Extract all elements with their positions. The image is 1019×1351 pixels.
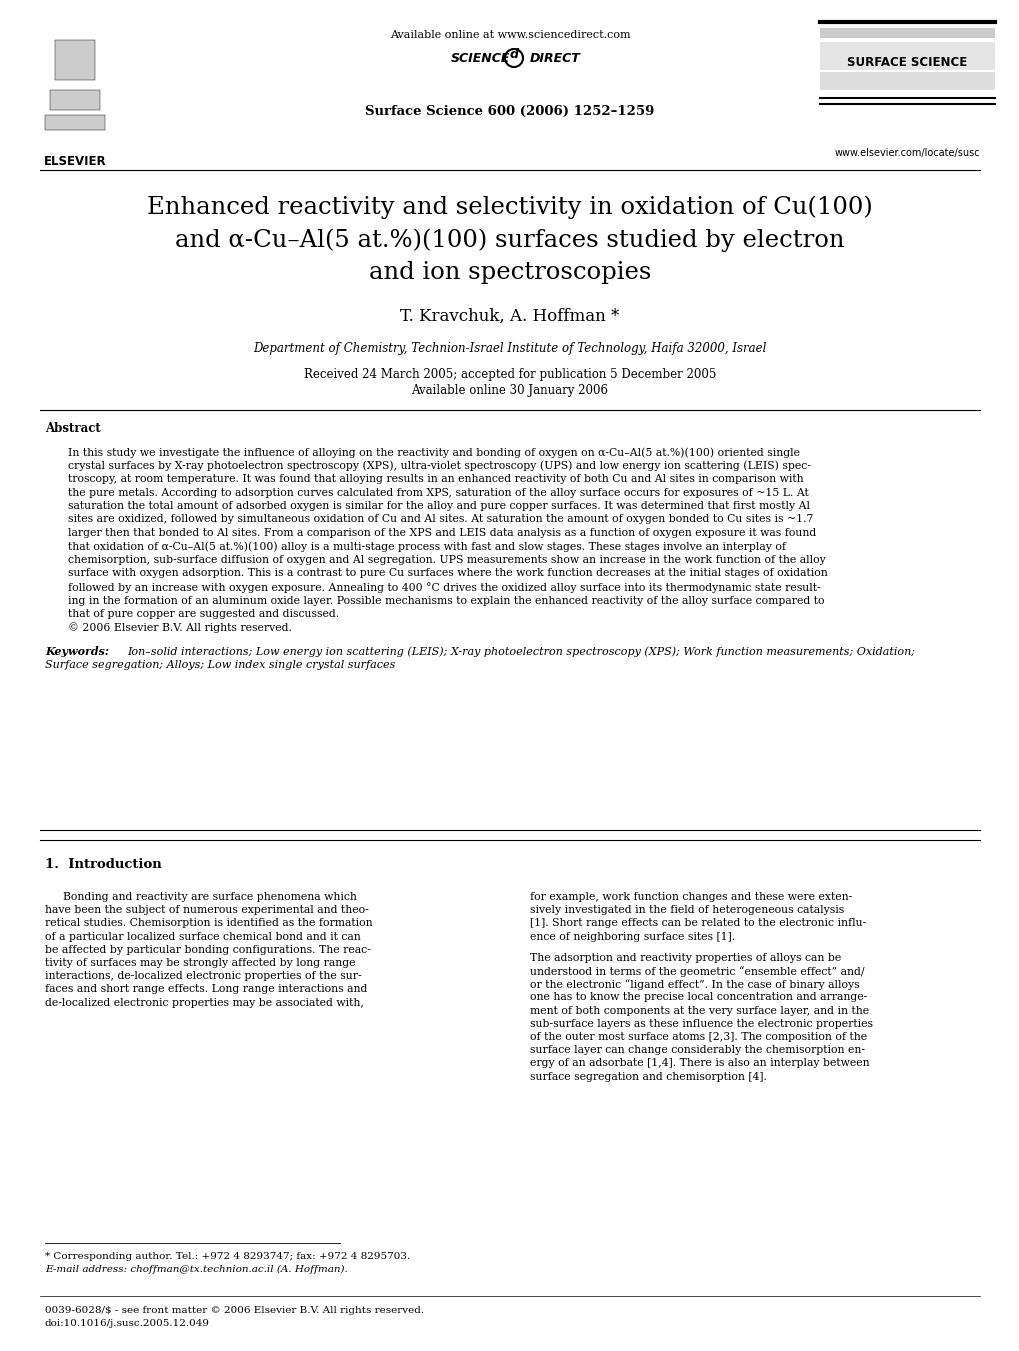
Text: T. Kravchuk, A. Hoffman *: T. Kravchuk, A. Hoffman * bbox=[400, 308, 619, 326]
Text: * Corresponding author. Tel.: +972 4 8293747; fax: +972 4 8295703.: * Corresponding author. Tel.: +972 4 829… bbox=[45, 1252, 410, 1260]
Text: have been the subject of numerous experimental and theo-: have been the subject of numerous experi… bbox=[45, 905, 369, 915]
Text: understood in terms of the geometric “ensemble effect” and/: understood in terms of the geometric “en… bbox=[530, 966, 864, 977]
Text: SURFACE SCIENCE: SURFACE SCIENCE bbox=[846, 55, 966, 69]
Bar bbox=[55, 41, 95, 80]
Text: followed by an increase with oxygen exposure. Annealing to 400 °C drives the oxi: followed by an increase with oxygen expo… bbox=[68, 582, 820, 593]
Text: [1]. Short range effects can be related to the electronic influ-: [1]. Short range effects can be related … bbox=[530, 919, 865, 928]
Text: Keywords:: Keywords: bbox=[45, 646, 113, 657]
FancyBboxPatch shape bbox=[819, 28, 994, 38]
Text: Ion–solid interactions; Low energy ion scattering (LEIS); X-ray photoelectron sp: Ion–solid interactions; Low energy ion s… bbox=[127, 646, 914, 657]
Text: Enhanced reactivity and selectivity in oxidation of Cu(100): Enhanced reactivity and selectivity in o… bbox=[147, 195, 872, 219]
Text: crystal surfaces by X-ray photoelectron spectroscopy (XPS), ultra-violet spectro: crystal surfaces by X-ray photoelectron … bbox=[68, 461, 810, 471]
Text: E-mail address: choffman@tx.technion.ac.il (A. Hoffman).: E-mail address: choffman@tx.technion.ac.… bbox=[45, 1265, 347, 1274]
Text: troscopy, at room temperature. It was found that alloying results in an enhanced: troscopy, at room temperature. It was fo… bbox=[68, 474, 803, 484]
Text: and α-Cu–Al(5 at.%)(100) surfaces studied by electron: and α-Cu–Al(5 at.%)(100) surfaces studie… bbox=[175, 228, 844, 251]
Text: Department of Chemistry, Technion-Israel Institute of Technology, Haifa 32000, I: Department of Chemistry, Technion-Israel… bbox=[253, 342, 766, 355]
Text: www.elsevier.com/locate/susc: www.elsevier.com/locate/susc bbox=[834, 149, 979, 158]
FancyBboxPatch shape bbox=[819, 42, 994, 70]
Text: for example, work function changes and these were exten-: for example, work function changes and t… bbox=[530, 892, 852, 902]
Text: sub-surface layers as these influence the electronic properties: sub-surface layers as these influence th… bbox=[530, 1019, 872, 1028]
Text: ergy of an adsorbate [1,4]. There is also an interplay between: ergy of an adsorbate [1,4]. There is als… bbox=[530, 1058, 869, 1069]
Text: of a particular localized surface chemical bond and it can: of a particular localized surface chemic… bbox=[45, 932, 361, 942]
Text: tivity of surfaces may be strongly affected by long range: tivity of surfaces may be strongly affec… bbox=[45, 958, 356, 969]
Text: that of pure copper are suggested and discussed.: that of pure copper are suggested and di… bbox=[68, 609, 338, 619]
Text: surface segregation and chemisorption [4].: surface segregation and chemisorption [4… bbox=[530, 1071, 766, 1082]
Text: the pure metals. According to adsorption curves calculated from XPS, saturation : the pure metals. According to adsorption… bbox=[68, 488, 808, 497]
Bar bbox=[45, 115, 105, 130]
Text: doi:10.1016/j.susc.2005.12.049: doi:10.1016/j.susc.2005.12.049 bbox=[45, 1319, 210, 1328]
Text: of the outer most surface atoms [2,3]. The composition of the: of the outer most surface atoms [2,3]. T… bbox=[530, 1032, 866, 1042]
Text: Bonding and reactivity are surface phenomena which: Bonding and reactivity are surface pheno… bbox=[63, 892, 357, 902]
Bar bbox=[50, 91, 100, 109]
Text: Surface Science 600 (2006) 1252–1259: Surface Science 600 (2006) 1252–1259 bbox=[365, 105, 654, 118]
Text: Surface segregation; Alloys; Low index single crystal surfaces: Surface segregation; Alloys; Low index s… bbox=[45, 659, 395, 670]
Text: sites are oxidized, followed by simultaneous oxidation of Cu and Al sites. At sa: sites are oxidized, followed by simultan… bbox=[68, 515, 812, 524]
Text: retical studies. Chemisorption is identified as the formation: retical studies. Chemisorption is identi… bbox=[45, 919, 372, 928]
Text: The adsorption and reactivity properties of alloys can be: The adsorption and reactivity properties… bbox=[530, 952, 841, 963]
Text: surface layer can change considerably the chemisorption en-: surface layer can change considerably th… bbox=[530, 1046, 864, 1055]
Text: sively investigated in the field of heterogeneous catalysis: sively investigated in the field of hete… bbox=[530, 905, 844, 915]
Text: © 2006 Elsevier B.V. All rights reserved.: © 2006 Elsevier B.V. All rights reserved… bbox=[68, 623, 291, 634]
Text: ELSEVIER: ELSEVIER bbox=[44, 155, 106, 168]
Text: be affected by particular bonding configurations. The reac-: be affected by particular bonding config… bbox=[45, 944, 370, 955]
Text: that oxidation of α-Cu–Al(5 at.%)(100) alloy is a multi-stage process with fast : that oxidation of α-Cu–Al(5 at.%)(100) a… bbox=[68, 542, 786, 553]
Text: one has to know the precise local concentration and arrange-: one has to know the precise local concen… bbox=[530, 993, 866, 1002]
Text: surface with oxygen adsorption. This is a contrast to pure Cu surfaces where the: surface with oxygen adsorption. This is … bbox=[68, 569, 827, 578]
Text: faces and short range effects. Long range interactions and: faces and short range effects. Long rang… bbox=[45, 985, 367, 994]
Text: and ion spectroscopies: and ion spectroscopies bbox=[369, 261, 650, 284]
Text: interactions, de-localized electronic properties of the sur-: interactions, de-localized electronic pr… bbox=[45, 971, 362, 981]
Text: ing in the formation of an aluminum oxide layer. Possible mechanisms to explain : ing in the formation of an aluminum oxid… bbox=[68, 596, 823, 605]
Text: larger then that bonded to Al sites. From a comparison of the XPS and LEIS data : larger then that bonded to Al sites. Fro… bbox=[68, 528, 815, 538]
Text: saturation the total amount of adsorbed oxygen is similar for the alloy and pure: saturation the total amount of adsorbed … bbox=[68, 501, 809, 511]
Text: chemisorption, sub-surface diffusion of oxygen and Al segregation. UPS measureme: chemisorption, sub-surface diffusion of … bbox=[68, 555, 825, 565]
Text: ence of neighboring surface sites [1].: ence of neighboring surface sites [1]. bbox=[530, 932, 735, 942]
Text: d: d bbox=[510, 49, 518, 62]
Text: ment of both components at the very surface layer, and in the: ment of both components at the very surf… bbox=[530, 1005, 868, 1016]
Text: Received 24 March 2005; accepted for publication 5 December 2005: Received 24 March 2005; accepted for pub… bbox=[304, 367, 715, 381]
Text: 1.  Introduction: 1. Introduction bbox=[45, 858, 162, 871]
Text: DIRECT: DIRECT bbox=[530, 51, 580, 65]
Text: In this study we investigate the influence of alloying on the reactivity and bon: In this study we investigate the influen… bbox=[68, 447, 799, 458]
Text: Abstract: Abstract bbox=[45, 422, 101, 435]
FancyBboxPatch shape bbox=[819, 72, 994, 91]
Text: de-localized electronic properties may be associated with,: de-localized electronic properties may b… bbox=[45, 997, 364, 1008]
Text: SCIENCE: SCIENCE bbox=[450, 51, 510, 65]
Text: Available online at www.sciencedirect.com: Available online at www.sciencedirect.co… bbox=[389, 30, 630, 41]
Text: 0039-6028/$ - see front matter © 2006 Elsevier B.V. All rights reserved.: 0039-6028/$ - see front matter © 2006 El… bbox=[45, 1306, 424, 1315]
Text: or the electronic “ligand effect”. In the case of binary alloys: or the electronic “ligand effect”. In th… bbox=[530, 979, 859, 990]
Text: Available online 30 January 2006: Available online 30 January 2006 bbox=[411, 384, 608, 397]
